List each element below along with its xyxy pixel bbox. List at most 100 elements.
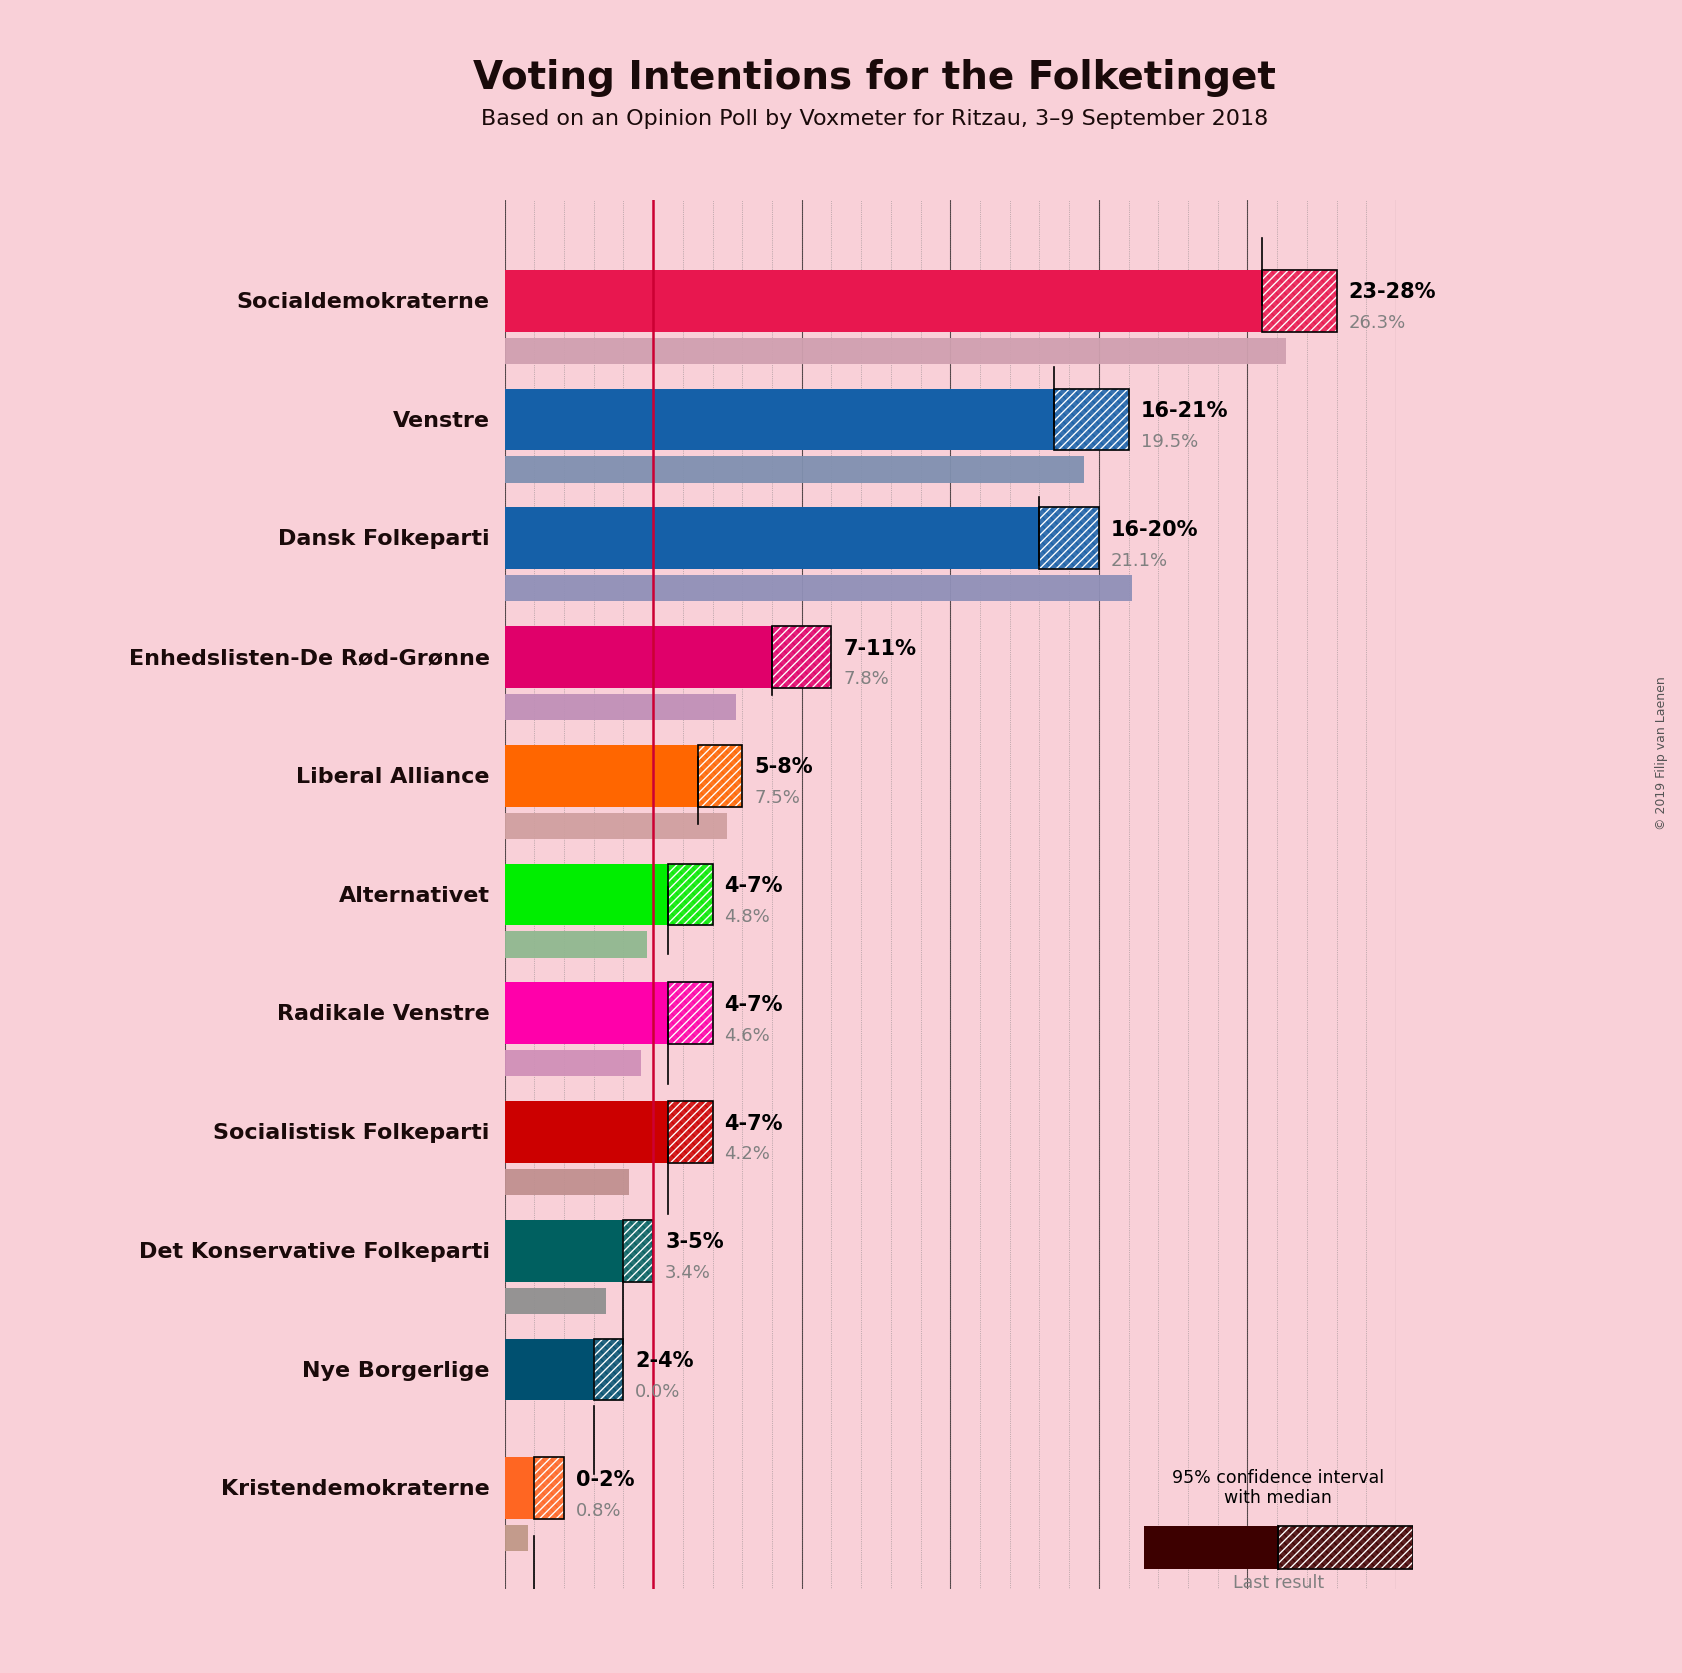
- Bar: [505, 271, 1187, 333]
- Bar: [505, 694, 737, 721]
- Bar: [594, 1338, 624, 1400]
- Bar: [1278, 1526, 1413, 1569]
- Bar: [624, 865, 668, 925]
- Text: © 2019 Filip van Laenen: © 2019 Filip van Laenen: [1655, 676, 1669, 830]
- Text: 0.8%: 0.8%: [575, 1501, 621, 1519]
- Bar: [1055, 390, 1129, 452]
- Text: 2-4%: 2-4%: [636, 1350, 695, 1370]
- Text: 4.6%: 4.6%: [725, 1026, 770, 1044]
- Bar: [505, 338, 1287, 365]
- Bar: [668, 1101, 713, 1163]
- Bar: [668, 1101, 713, 1163]
- Bar: [505, 1526, 528, 1551]
- Bar: [668, 865, 713, 925]
- Bar: [698, 746, 742, 808]
- Bar: [594, 1338, 624, 1400]
- Bar: [668, 982, 713, 1044]
- Bar: [505, 865, 624, 925]
- Bar: [1039, 509, 1098, 570]
- Bar: [624, 982, 668, 1044]
- Bar: [505, 1288, 606, 1313]
- Bar: [981, 509, 1039, 570]
- Bar: [1039, 509, 1098, 570]
- Text: 5-8%: 5-8%: [754, 756, 812, 776]
- Bar: [698, 746, 742, 808]
- Bar: [505, 627, 713, 689]
- Text: Dansk Folkeparti: Dansk Folkeparti: [278, 529, 489, 549]
- Text: Last result: Last result: [1233, 1573, 1324, 1591]
- Bar: [698, 746, 742, 808]
- Bar: [668, 865, 713, 925]
- Bar: [594, 1338, 624, 1400]
- Bar: [505, 1338, 563, 1400]
- Text: Det Konservative Folkeparti: Det Konservative Folkeparti: [138, 1241, 489, 1261]
- Bar: [1262, 271, 1337, 333]
- Text: 19.5%: 19.5%: [1140, 433, 1198, 450]
- Bar: [624, 1220, 653, 1282]
- Bar: [535, 1457, 563, 1519]
- Bar: [1278, 1526, 1413, 1569]
- Text: Voting Intentions for the Folketinget: Voting Intentions for the Folketinget: [473, 59, 1277, 97]
- Bar: [772, 627, 831, 689]
- Text: Kristendemokraterne: Kristendemokraterne: [220, 1479, 489, 1499]
- Bar: [563, 1338, 594, 1400]
- Bar: [505, 576, 1132, 602]
- Bar: [713, 627, 772, 689]
- Bar: [535, 1457, 563, 1519]
- Bar: [535, 1457, 563, 1519]
- Text: Venstre: Venstre: [392, 410, 489, 430]
- Bar: [1262, 271, 1337, 333]
- Text: Nye Borgerlige: Nye Borgerlige: [303, 1360, 489, 1380]
- Text: 7.8%: 7.8%: [843, 671, 890, 688]
- Text: Socialdemokraterne: Socialdemokraterne: [237, 291, 489, 311]
- Text: 23-28%: 23-28%: [1349, 283, 1436, 303]
- Text: 16-21%: 16-21%: [1140, 402, 1228, 422]
- Text: 21.1%: 21.1%: [1110, 552, 1167, 569]
- Text: Radikale Venstre: Radikale Venstre: [278, 1004, 489, 1024]
- Bar: [653, 746, 698, 808]
- Bar: [668, 982, 713, 1044]
- Text: 26.3%: 26.3%: [1349, 315, 1406, 331]
- Bar: [505, 932, 648, 959]
- Bar: [624, 1101, 668, 1163]
- Bar: [1055, 390, 1129, 452]
- Bar: [1187, 271, 1262, 333]
- Bar: [505, 509, 981, 570]
- Bar: [668, 1101, 713, 1163]
- Text: Based on an Opinion Poll by Voxmeter for Ritzau, 3–9 September 2018: Based on an Opinion Poll by Voxmeter for…: [481, 109, 1268, 129]
- Bar: [594, 1220, 624, 1282]
- Text: 4-7%: 4-7%: [725, 875, 784, 895]
- Bar: [698, 746, 742, 808]
- Bar: [624, 1220, 653, 1282]
- Text: 4.2%: 4.2%: [725, 1144, 770, 1163]
- Bar: [505, 1220, 594, 1282]
- Bar: [535, 1457, 563, 1519]
- Bar: [1039, 509, 1098, 570]
- Bar: [1144, 1526, 1278, 1569]
- Text: 0-2%: 0-2%: [575, 1469, 634, 1489]
- Bar: [624, 1220, 653, 1282]
- Text: 0.0%: 0.0%: [636, 1382, 681, 1400]
- Bar: [1278, 1526, 1413, 1569]
- Bar: [668, 865, 713, 925]
- Bar: [505, 390, 981, 452]
- Text: 4-7%: 4-7%: [725, 1113, 784, 1133]
- Bar: [1278, 1526, 1413, 1569]
- Bar: [772, 627, 831, 689]
- Text: 95% confidence interval
with median: 95% confidence interval with median: [1172, 1467, 1384, 1507]
- Bar: [772, 627, 831, 689]
- Text: Liberal Alliance: Liberal Alliance: [296, 766, 489, 786]
- Bar: [624, 1220, 653, 1282]
- Bar: [1262, 271, 1337, 333]
- Bar: [505, 1169, 629, 1195]
- Bar: [505, 1457, 535, 1519]
- Bar: [505, 982, 624, 1044]
- Bar: [505, 457, 1085, 483]
- Bar: [981, 390, 1055, 452]
- Bar: [505, 1101, 624, 1163]
- Text: Alternativet: Alternativet: [338, 885, 489, 905]
- Bar: [772, 627, 831, 689]
- Bar: [668, 982, 713, 1044]
- Text: 7.5%: 7.5%: [754, 788, 801, 806]
- Bar: [1055, 390, 1129, 452]
